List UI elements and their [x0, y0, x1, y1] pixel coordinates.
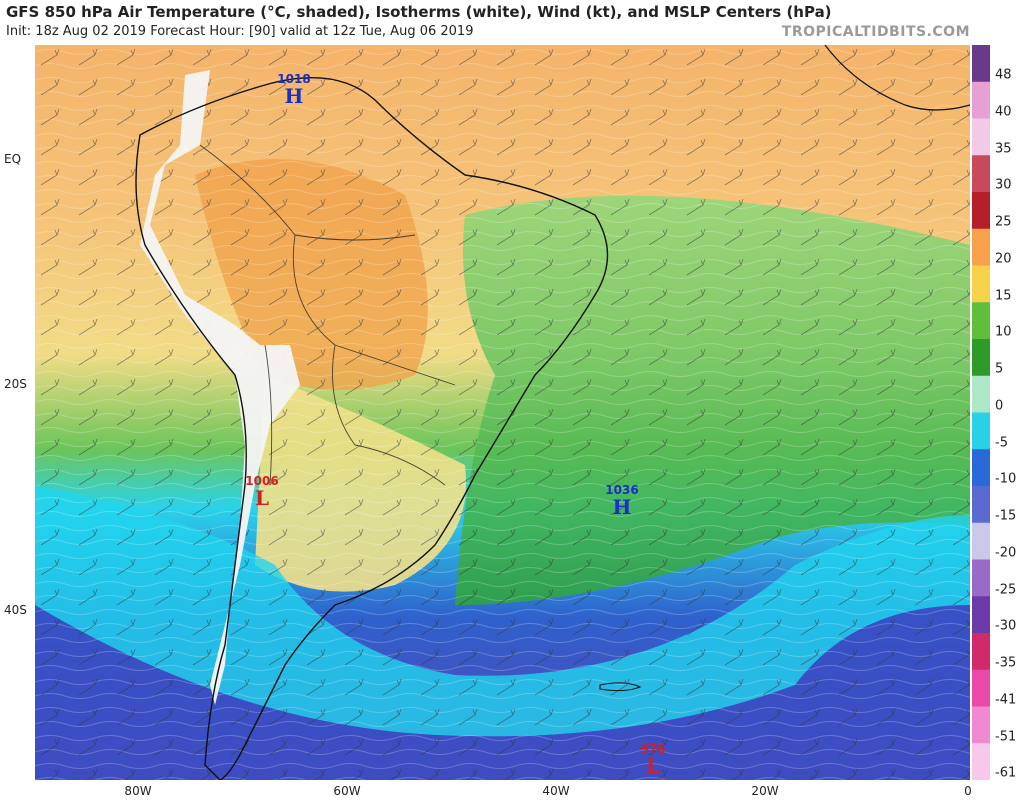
- colorbar-segment: [972, 522, 990, 560]
- colorbar-segment: [972, 81, 990, 119]
- colorbar-segment: [972, 265, 990, 303]
- colorbar-label: -5: [995, 435, 1008, 450]
- wind-barbs: [35, 45, 970, 780]
- colorbar-segment: [972, 118, 990, 156]
- lon-label-80w: 80W: [124, 784, 152, 798]
- colorbar-label: 15: [995, 288, 1012, 303]
- map-subtitle: Init: 18z Aug 02 2019 Forecast Hour: [90…: [6, 24, 474, 39]
- south-america-coastline: [135, 77, 609, 780]
- temperature-colorbar: [972, 45, 990, 780]
- brand-watermark: TROPICALTIDBITS.COM: [781, 24, 970, 40]
- colorbar-segment: [972, 633, 990, 671]
- colorbar-segment: [972, 449, 990, 487]
- lon-label-40w: 40W: [542, 784, 570, 798]
- africa-coastline: [824, 45, 970, 111]
- colorbar-segment: [972, 228, 990, 266]
- colorbar-segment: [972, 192, 990, 230]
- andes-no-data-region: [140, 70, 300, 705]
- pressure-center-high-1036: 1036 H: [602, 483, 642, 517]
- pressure-value: 1036: [605, 483, 639, 497]
- colorbar-segment: [972, 155, 990, 193]
- colorbar-label: -15: [995, 508, 1017, 524]
- pressure-value: 1018: [277, 72, 311, 86]
- pressure-center-high-1018: 1018 H: [274, 72, 314, 106]
- colorbar-label: 5: [995, 361, 1004, 377]
- colorbar-label: -61: [995, 765, 1017, 781]
- pressure-value: 1006: [245, 474, 279, 488]
- colorbar-segment: [972, 743, 990, 780]
- colorbar-label: -30: [995, 618, 1017, 634]
- colorbar-segment: [972, 669, 990, 707]
- colorbar-segment: [972, 706, 990, 744]
- colorbar-label: 48: [995, 67, 1012, 83]
- pressure-center-low-1006: 1006 L: [242, 474, 282, 508]
- lat-label-40s: 40S: [4, 603, 27, 617]
- map-title: GFS 850 hPa Air Temperature (°C, shaded)…: [6, 3, 832, 21]
- colorbar-segment: [972, 302, 990, 340]
- colorbar-label: 40: [995, 104, 1012, 120]
- colorbar-label: 35: [995, 141, 1012, 156]
- colorbar-segment: [972, 339, 990, 377]
- lon-label-0: 0: [964, 784, 972, 798]
- lon-label-60w: 60W: [333, 784, 361, 798]
- colorbar-label: 30: [995, 177, 1012, 193]
- colorbar-segment: [972, 375, 990, 413]
- colorbar-label: 25: [995, 214, 1012, 230]
- pressure-letter: L: [645, 754, 661, 778]
- country-borders: [199, 144, 456, 486]
- falkland-islands: [599, 682, 642, 692]
- colorbar-label: 10: [995, 324, 1012, 340]
- temperature-map: [35, 45, 970, 780]
- colorbar-segment: [972, 486, 990, 524]
- lon-label-20w: 20W: [751, 784, 779, 798]
- pressure-letter: H: [284, 84, 304, 108]
- colorbar-segment: [972, 45, 990, 83]
- lat-label-20s: 20S: [4, 377, 27, 391]
- colorbar-label: 0: [995, 398, 1004, 414]
- colorbar-label: -10: [995, 471, 1017, 487]
- colorbar-segment: [972, 412, 990, 450]
- colorbar-label: -35: [995, 655, 1017, 671]
- colorbar-segment: [972, 596, 990, 634]
- colorbar-label: -51: [995, 729, 1017, 744]
- colorbar-label: -25: [995, 582, 1017, 597]
- colorbar-label: -41: [995, 692, 1017, 708]
- pressure-letter: H: [612, 495, 632, 519]
- pressure-center-low-976: 976 L: [633, 742, 673, 776]
- pressure-value: 976: [640, 742, 666, 756]
- colorbar-segment: [972, 559, 990, 597]
- lat-label-eq: EQ: [4, 152, 22, 166]
- colorbar-label: 20: [995, 251, 1012, 267]
- pressure-letter: L: [254, 486, 270, 510]
- colorbar-label: -20: [995, 545, 1017, 561]
